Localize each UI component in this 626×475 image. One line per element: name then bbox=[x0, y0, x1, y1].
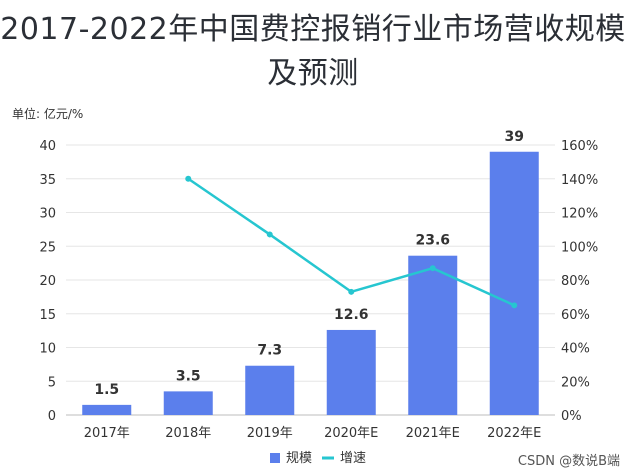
y-axis-left: 0 5 10 15 20 25 30 35 40 bbox=[39, 139, 56, 424]
line-point bbox=[185, 175, 192, 182]
x-tick-label: 2017年 bbox=[84, 426, 130, 441]
x-axis: 2017年 2018年 2019年 2020年E 2021年E 2022年E bbox=[84, 426, 542, 441]
bar-value-label: 3.5 bbox=[176, 368, 201, 384]
chart-title: 2017-2022年中国费控报销行业市场营收规模及预测 bbox=[0, 12, 626, 91]
y-tick-label: 10 bbox=[39, 342, 56, 357]
y2-tick-label: 160% bbox=[561, 139, 598, 154]
bar bbox=[489, 151, 539, 415]
y-tick-label: 5 bbox=[48, 375, 56, 390]
y-tick-label: 25 bbox=[39, 240, 56, 255]
bar-value-label: 1.5 bbox=[94, 382, 119, 398]
bar-value-label: 12.6 bbox=[334, 307, 369, 323]
y2-tick-label: 100% bbox=[561, 240, 598, 255]
legend-swatch-bar bbox=[270, 453, 280, 463]
bar bbox=[163, 391, 213, 415]
y2-tick-label: 20% bbox=[561, 375, 590, 390]
bar-value-label: 23.6 bbox=[415, 233, 450, 249]
y2-tick-label: 80% bbox=[561, 274, 590, 289]
y-tick-label: 20 bbox=[39, 274, 56, 289]
watermark: CSDN @数说B端 bbox=[517, 454, 620, 469]
growth-line bbox=[187, 177, 515, 307]
y2-tick-label: 60% bbox=[561, 308, 590, 323]
bar bbox=[408, 255, 458, 415]
bar-value-label: 39 bbox=[505, 129, 524, 145]
y-tick-label: 0 bbox=[48, 409, 56, 424]
y2-tick-label: 0% bbox=[561, 409, 582, 424]
x-tick-label: 2018年 bbox=[165, 426, 211, 441]
bar bbox=[326, 329, 376, 415]
bar-value-label: 7.3 bbox=[257, 343, 282, 359]
x-tick-label: 2022年E bbox=[487, 426, 541, 441]
y2-tick-label: 40% bbox=[561, 342, 590, 357]
bar bbox=[245, 365, 295, 415]
line-point bbox=[429, 265, 436, 272]
y-tick-label: 15 bbox=[39, 308, 56, 323]
line-point bbox=[348, 288, 355, 295]
legend-label: 增速 bbox=[340, 451, 366, 466]
x-tick-label: 2020年E bbox=[324, 426, 378, 441]
y2-tick-label: 120% bbox=[561, 207, 598, 222]
unit-label: 单位: 亿元/% bbox=[12, 106, 83, 121]
chart-grid bbox=[66, 144, 555, 416]
y-tick-label: 40 bbox=[39, 139, 56, 154]
data-labels: 1.5 3.5 7.3 12.6 23.6 39 bbox=[94, 129, 524, 398]
x-tick-label: 2019年 bbox=[247, 426, 293, 441]
y-axis-right: 0% 20% 40% 60% 80% 100% 120% 140% 160% bbox=[561, 139, 598, 424]
y-tick-label: 35 bbox=[39, 173, 56, 188]
bar bbox=[82, 404, 132, 415]
y2-tick-label: 140% bbox=[561, 173, 598, 188]
legend: 规模 增速 bbox=[270, 451, 366, 466]
bar-series bbox=[82, 151, 539, 415]
x-tick-label: 2021年E bbox=[406, 426, 460, 441]
line-point bbox=[266, 231, 273, 238]
line-point bbox=[511, 302, 518, 309]
legend-label: 规模 bbox=[286, 451, 312, 466]
line-series bbox=[185, 175, 518, 309]
y-tick-label: 30 bbox=[39, 207, 56, 222]
